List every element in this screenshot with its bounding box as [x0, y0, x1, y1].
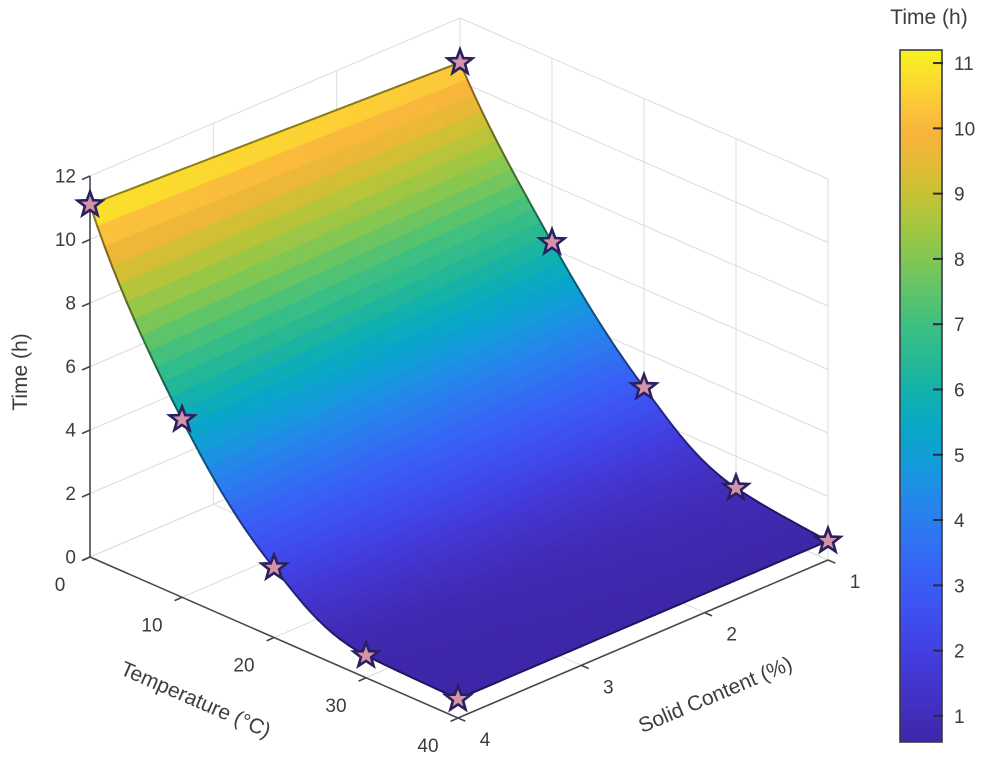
colorbar-tick-label: 11 [954, 54, 974, 75]
z-tick-mark [81, 175, 91, 181]
star-marker [811, 524, 845, 555]
colorbar-tick-label: 1 [954, 707, 965, 728]
y-tick-mark [457, 717, 466, 722]
x-tick-label: 40 [417, 736, 438, 757]
colorbar-tick-label: 4 [954, 511, 965, 532]
colorbar-title: Time (h) [890, 6, 967, 29]
z-tick-label: 4 [65, 421, 76, 442]
colorbar-tick-label: 9 [954, 185, 965, 206]
star-marker [536, 225, 568, 256]
colorbar-tick-label: 3 [954, 576, 965, 597]
colorbar-tick-label: 8 [954, 250, 965, 271]
z-tick-mark [81, 365, 91, 371]
star-marker [165, 402, 199, 434]
star-marker [443, 45, 477, 77]
axis-tick-marks [81, 175, 836, 723]
colorbar: 1 2 3 4 5 6 7 8 9 10 11 [899, 49, 975, 743]
z-tick-label: 6 [65, 357, 76, 378]
z-tick-label: 12 [55, 167, 76, 188]
x-tick-mark [450, 717, 459, 723]
axis-tick-labels: 0 2 4 6 8 10 12 0 10 20 30 40 4 3 2 1 [55, 167, 861, 757]
x-tick-label: 0 [55, 575, 66, 596]
y-tick-label: 4 [480, 730, 491, 751]
star-marker [349, 638, 383, 670]
z-tick-mark [81, 429, 91, 435]
surface-mesh [89, 61, 830, 700]
y-tick-label: 3 [603, 677, 614, 698]
y-tick-label: 2 [726, 625, 737, 646]
grid-line-left-wall [89, 17, 461, 177]
colorbar-gradient [899, 49, 943, 743]
x-tick-mark [358, 677, 367, 682]
x-tick-label: 20 [233, 656, 254, 677]
colorbar-tick-label: 7 [954, 315, 965, 336]
x-tick-mark [266, 636, 275, 642]
colorbar-tick-label: 6 [954, 380, 965, 401]
x-tick-label: 10 [141, 615, 162, 636]
z-tick-label: 0 [65, 548, 76, 569]
z-tick-label: 2 [65, 484, 76, 505]
z-tick-mark [81, 302, 91, 308]
z-tick-mark [81, 492, 91, 498]
x-tick-mark [82, 556, 91, 562]
y-axis-label: Solid Content (%) [635, 652, 795, 737]
x-tick-label: 30 [325, 696, 346, 717]
x-tick-mark [174, 596, 183, 602]
star-marker [257, 550, 291, 582]
star-marker [73, 187, 107, 219]
y-tick-mark [827, 559, 836, 564]
star-marker [627, 370, 661, 401]
star-marker [441, 682, 475, 713]
z-tick-label: 8 [65, 294, 76, 315]
z-tick-label: 10 [55, 230, 76, 251]
y-axis-line [457, 559, 829, 719]
data-point-markers [73, 45, 845, 713]
z-axis-label: Time (h) [9, 333, 32, 410]
y-tick-mark [581, 664, 590, 670]
star-marker [720, 471, 752, 502]
y-tick-mark [704, 611, 713, 617]
colorbar-tick-label: 2 [954, 642, 965, 663]
z-tick-mark [81, 238, 91, 244]
colorbar-tick-label: 10 [954, 119, 975, 140]
y-tick-label: 1 [850, 572, 861, 593]
colorbar-tick-label: 5 [954, 446, 965, 467]
